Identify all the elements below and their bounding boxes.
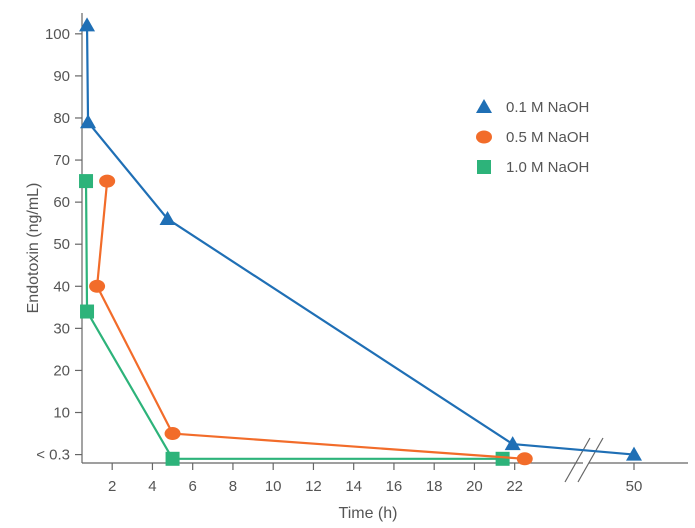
y-tick-label: 20	[53, 362, 70, 379]
y-tick-label: 80	[53, 110, 70, 127]
legend: 0.1 M NaOH 0.5 M NaOH 1.0 M NaOH	[476, 99, 589, 176]
series-square	[79, 174, 510, 466]
data-point	[99, 174, 116, 188]
data-point	[626, 446, 642, 461]
data-point	[504, 436, 521, 451]
series-line	[95, 180, 525, 460]
y-tick-label: 70	[53, 152, 70, 169]
x-tick-label: 22	[506, 478, 523, 495]
x-tick-label: 20	[466, 478, 483, 495]
y-tick-label: 50	[53, 236, 70, 253]
data-point	[80, 114, 97, 129]
series-triangle	[79, 17, 642, 461]
y-tick-label: 30	[53, 320, 70, 337]
x-tick-label: 18	[426, 478, 443, 495]
axes: < 0.3 10 20 30 40 50 60 70 80 90 100 2 4 6 8 10 12 14 16 18…	[36, 13, 688, 495]
x-tick-label: 14	[345, 478, 362, 495]
x-tick-label: 2	[108, 478, 116, 495]
legend-label: 0.1 M NaOH	[506, 99, 589, 116]
data-point	[79, 17, 96, 32]
x-tick-label: 4	[148, 478, 156, 495]
y-tick-label: 10	[53, 405, 70, 422]
x-axis-label: Time (h)	[339, 505, 398, 522]
series-layer	[79, 17, 642, 466]
axis-break-mark	[564, 437, 591, 483]
y-tick-label: 90	[53, 68, 70, 85]
y-axis-label: Endotoxin (ng/mL)	[25, 183, 42, 314]
data-point	[159, 210, 176, 225]
x-tick-label: 50	[626, 478, 643, 495]
data-point	[80, 304, 95, 319]
series-line	[85, 25, 635, 456]
legend-label: 1.0 M NaOH	[506, 159, 589, 176]
data-point	[89, 279, 106, 293]
axis-break-mark	[577, 437, 604, 483]
y-tick-label: 60	[53, 194, 70, 211]
y-tick-label: < 0.3	[36, 447, 70, 464]
x-tick-label: 12	[305, 478, 322, 495]
y-tick-label: 40	[53, 278, 70, 295]
data-point	[79, 174, 94, 189]
data-point	[516, 452, 533, 466]
data-point	[495, 451, 510, 466]
series-circle	[89, 174, 533, 466]
x-tick-label: 10	[265, 478, 282, 495]
series-line	[84, 181, 503, 460]
x-tick-label: 8	[229, 478, 237, 495]
legend-label: 0.5 M NaOH	[506, 129, 589, 146]
y-tick-label: 100	[45, 26, 70, 43]
legend-marker	[476, 130, 492, 144]
legend-marker	[476, 99, 492, 113]
data-point	[165, 451, 180, 466]
legend-marker	[477, 160, 491, 174]
data-point	[164, 427, 181, 441]
x-tick-label: 16	[386, 478, 403, 495]
x-tick-label: 6	[189, 478, 197, 495]
